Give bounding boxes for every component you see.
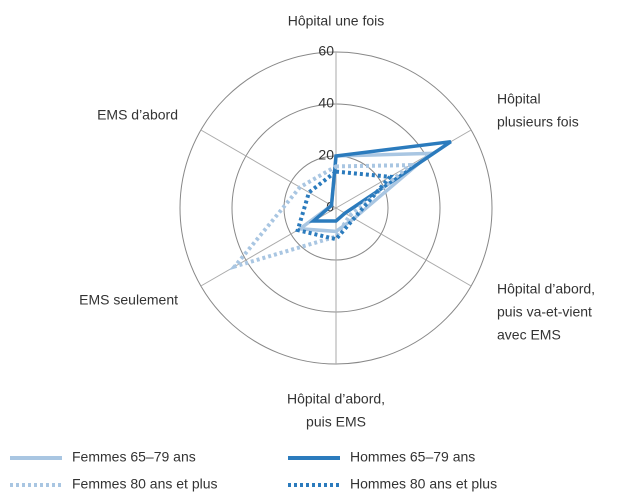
axis-label: plusieurs fois — [497, 114, 579, 130]
r-tick-label: 40 — [318, 95, 334, 111]
axis-label: EMS d’abord — [97, 107, 178, 123]
axis-label: Hôpital d’abord, — [497, 281, 595, 297]
legend-label: Hommes 65–79 ans — [350, 449, 475, 465]
legend-label: Femmes 65–79 ans — [72, 449, 196, 465]
series-line — [308, 139, 452, 223]
r-tick-label: 20 — [318, 147, 334, 163]
axis-label: Hôpital une fois — [288, 13, 385, 29]
axis-label: puis va-et-vient — [497, 304, 592, 320]
axis-label: puis EMS — [306, 414, 366, 430]
spoke — [335, 207, 472, 287]
r-tick-label: 60 — [318, 43, 334, 59]
axis-label: EMS seulement — [79, 292, 178, 308]
axis-label: avec EMS — [497, 327, 561, 343]
spoke — [200, 129, 337, 209]
axis-label: Hôpital d’abord, — [287, 391, 385, 407]
legend-label: Hommes 80 ans et plus — [350, 476, 497, 492]
series-line — [295, 169, 395, 242]
legend-label: Femmes 80 ans et plus — [72, 476, 218, 492]
series-line — [228, 163, 416, 271]
axis-label: Hôpital — [497, 91, 541, 107]
